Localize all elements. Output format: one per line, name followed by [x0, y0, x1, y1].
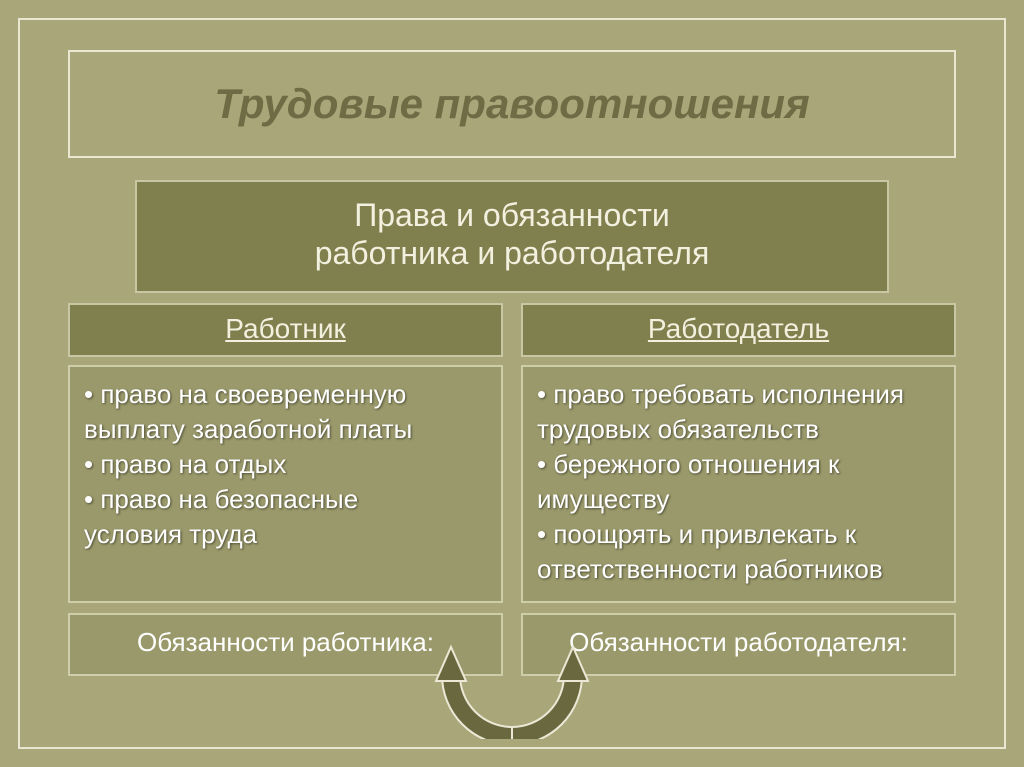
right-body-l6: ответственности работников	[537, 552, 940, 587]
right-body-l2: трудовых обязательств	[537, 412, 940, 447]
subtitle-box: Права и обязанности работника и работода…	[135, 180, 889, 293]
left-body-l1: • право на своевременную	[84, 377, 487, 412]
right-body-l5: • поощрять и привлекать к	[537, 517, 940, 552]
circular-arrows-icon	[412, 619, 612, 739]
left-body-l5: условия труда	[84, 517, 487, 552]
left-body-l2: выплату заработной платы	[84, 412, 487, 447]
right-body-l1: • право требовать исполнения	[537, 377, 940, 412]
right-body-l4: имуществу	[537, 482, 940, 517]
subtitle-line1: Права и обязанности	[157, 196, 867, 234]
subtitle-line2: работника и работодателя	[157, 234, 867, 272]
left-body-l4: • право на безопасные	[84, 482, 487, 517]
right-body-l3: • бережного отношения к	[537, 447, 940, 482]
col-left-body: • право на своевременную выплату заработ…	[68, 365, 503, 603]
left-body-l3: • право на отдых	[84, 447, 487, 482]
columns: Работник • право на своевременную выплат…	[68, 303, 956, 604]
slide-root: Трудовые правоотношения Права и обязанно…	[0, 0, 1024, 767]
col-right-header: Работодатель	[521, 303, 956, 357]
col-left-header: Работник	[68, 303, 503, 357]
title-box: Трудовые правоотношения	[68, 50, 956, 158]
title-text: Трудовые правоотношения	[90, 80, 934, 128]
outer-frame: Трудовые правоотношения Права и обязанно…	[18, 18, 1006, 749]
col-left: Работник • право на своевременную выплат…	[68, 303, 503, 604]
col-right: Работодатель • право требовать исполнени…	[521, 303, 956, 604]
col-right-body: • право требовать исполнения трудовых об…	[521, 365, 956, 604]
